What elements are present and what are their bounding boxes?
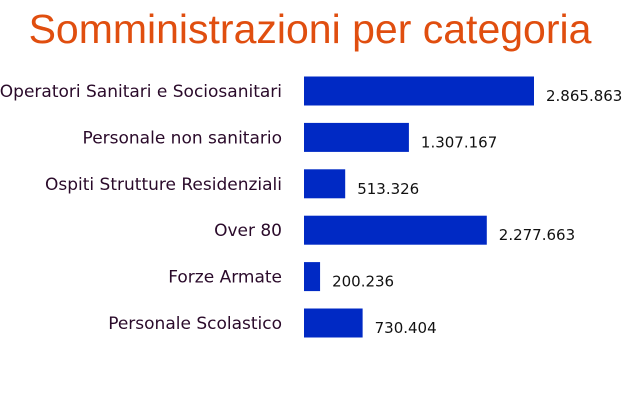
value-label: 2.277.663 [499, 226, 575, 244]
value-label: 1.307.167 [421, 133, 497, 151]
chart-title: Somministrazioni per categoria [28, 6, 592, 52]
value-label: 200.236 [332, 273, 394, 291]
category-label: Ospiti Strutture Residenziali [45, 175, 282, 195]
bar [304, 169, 346, 199]
bar [304, 262, 321, 292]
bar [304, 308, 363, 338]
category-label: Operatori Sanitari e Sociosanitari [0, 82, 282, 102]
bar [304, 76, 534, 106]
value-label: 513.326 [357, 180, 419, 198]
category-label: Personale Scolastico [108, 314, 282, 334]
bar [304, 122, 409, 152]
bar [304, 215, 487, 245]
value-label: 2.865.863 [546, 87, 622, 105]
category-label: Forze Armate [168, 268, 282, 288]
value-label: 730.404 [375, 319, 437, 337]
category-label: Personale non sanitario [83, 128, 282, 148]
category-label: Over 80 [214, 221, 282, 241]
